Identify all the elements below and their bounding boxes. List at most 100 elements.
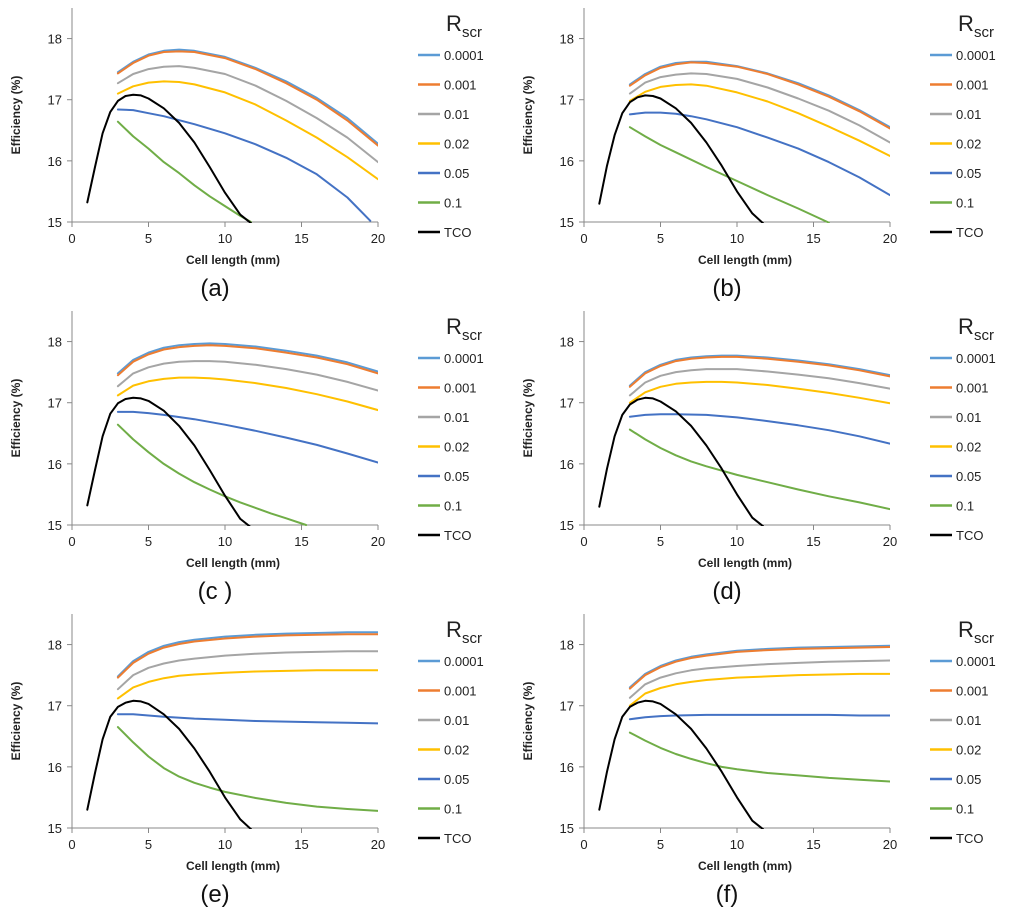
legend-label: 0.05 — [444, 166, 469, 181]
x-tick-label: 15 — [294, 231, 308, 246]
legend-label: TCO — [956, 225, 983, 240]
legend-title: R — [446, 11, 462, 36]
series-line-0_1 — [116, 726, 378, 812]
chart-svg: 15 16 17 18 0 5 10 15 20 Cell length (mm) Efficien… — [9, 8, 484, 302]
series-group — [86, 342, 378, 526]
series-line-tco — [598, 699, 764, 829]
legend-label: 0.001 — [444, 78, 477, 93]
y-tick-label: 16 — [560, 457, 574, 472]
series-line-0_02 — [116, 80, 378, 181]
x-axis-label: Cell length (mm) — [698, 556, 792, 570]
x-tick-label: 10 — [218, 231, 232, 246]
series-group — [86, 631, 378, 829]
chart-svg: 15 16 17 18 0 5 10 15 20 Cell length (mm) Efficien… — [9, 614, 484, 908]
legend-label: TCO — [444, 528, 471, 543]
legend-label: 0.1 — [444, 802, 462, 817]
legend-label: 0.01 — [444, 410, 469, 425]
x-tick-label: 0 — [68, 837, 75, 852]
series-line-0_02 — [116, 376, 378, 412]
x-tick-label: 20 — [883, 534, 897, 549]
series-line-0_01 — [628, 659, 890, 699]
series-line-0_02 — [116, 669, 378, 700]
y-tick-label: 17 — [48, 93, 62, 108]
x-axis-label: Cell length (mm) — [698, 253, 792, 267]
legend-label: 0.0001 — [444, 48, 484, 63]
chart-panel-f: 15 16 17 18 0 5 10 15 20 Cell length (mm) Efficien… — [512, 606, 1024, 909]
x-tick-label: 5 — [657, 534, 664, 549]
legend-label: 0.05 — [444, 469, 469, 484]
x-tick-label: 10 — [730, 534, 744, 549]
series-line-0_01 — [628, 72, 890, 144]
series-line-0_1 — [628, 428, 890, 511]
legend-label: 0.1 — [956, 196, 974, 211]
legend-title: R — [446, 617, 462, 642]
y-tick-label: 15 — [560, 215, 574, 230]
series-line-0_0001 — [116, 48, 378, 145]
legend-label: 0.02 — [956, 137, 981, 152]
legend-title-subscript: scr — [974, 630, 994, 647]
legend-label: 0.1 — [444, 499, 462, 514]
y-tick-label: 15 — [48, 821, 62, 836]
x-tick-label: 10 — [218, 837, 232, 852]
legend-label: 0.001 — [956, 381, 989, 396]
series-group — [598, 354, 890, 526]
series-line-0_001 — [628, 355, 890, 388]
legend-label: 0.0001 — [444, 654, 484, 669]
series-line-0_01 — [116, 360, 378, 392]
series-line-0_001 — [116, 633, 378, 679]
legend-title: R — [958, 617, 974, 642]
y-tick-label: 16 — [48, 760, 62, 775]
series-group — [86, 48, 378, 223]
series-line-0_1 — [116, 423, 308, 526]
chart-svg: 15 16 17 18 0 5 10 15 20 Cell length (mm) Efficien… — [521, 8, 996, 302]
series-line-0_01 — [628, 368, 890, 397]
series-line-0_02 — [628, 380, 890, 405]
x-tick-label: 20 — [883, 231, 897, 246]
x-axis-label: Cell length (mm) — [186, 253, 280, 267]
legend-label: 0.01 — [956, 107, 981, 122]
legend-title: R — [446, 314, 462, 339]
x-tick-label: 20 — [371, 534, 385, 549]
x-tick-label: 0 — [580, 837, 587, 852]
y-tick-label: 17 — [560, 93, 574, 108]
legend-title: R — [958, 314, 974, 339]
y-axis-label: Efficiency (%) — [521, 682, 535, 761]
panel-caption: (f) — [716, 881, 739, 908]
legend-title-subscript: scr — [462, 24, 482, 41]
panel-caption: (e) — [200, 881, 229, 908]
y-tick-label: 18 — [48, 32, 62, 47]
y-tick-label: 18 — [560, 32, 574, 47]
y-tick-label: 17 — [560, 396, 574, 411]
y-tick-label: 16 — [560, 760, 574, 775]
y-tick-label: 18 — [560, 638, 574, 653]
legend-label: 0.001 — [956, 78, 989, 93]
series-line-tco — [86, 396, 251, 526]
legend-label: 0.01 — [444, 107, 469, 122]
y-axis-label: Efficiency (%) — [9, 682, 23, 761]
legend-label: 0.02 — [444, 440, 469, 455]
legend-label: TCO — [956, 831, 983, 846]
y-axis-label: Efficiency (%) — [521, 379, 535, 458]
legend-label: 0.1 — [444, 196, 462, 211]
y-tick-label: 15 — [560, 518, 574, 533]
chart-panel-c: 15 16 17 18 0 5 10 15 20 Cell length (mm) Efficien… — [0, 303, 512, 606]
legend-label: 0.01 — [444, 713, 469, 728]
legend-label: TCO — [444, 831, 471, 846]
legend-label: 0.0001 — [956, 654, 996, 669]
legend-label: 0.1 — [956, 499, 974, 514]
chart-panel-d: 15 16 17 18 0 5 10 15 20 Cell length (mm) Efficien… — [512, 303, 1024, 606]
legend-title-subscript: scr — [462, 630, 482, 647]
chart-panel-e: 15 16 17 18 0 5 10 15 20 Cell length (mm) Efficien… — [0, 606, 512, 909]
legend-label: 0.05 — [444, 772, 469, 787]
y-axis-label: Efficiency (%) — [9, 76, 23, 155]
y-tick-label: 17 — [48, 396, 62, 411]
series-line-tco — [86, 699, 252, 829]
legend-title-subscript: scr — [462, 327, 482, 344]
x-tick-label: 20 — [883, 837, 897, 852]
chart-svg: 15 16 17 18 0 5 10 15 20 Cell length (mm) Efficien… — [9, 311, 484, 605]
y-tick-label: 16 — [560, 154, 574, 169]
series-line-0_02 — [628, 83, 890, 157]
x-tick-label: 0 — [580, 231, 587, 246]
series-line-0_05 — [628, 713, 890, 721]
x-tick-label: 15 — [294, 534, 308, 549]
